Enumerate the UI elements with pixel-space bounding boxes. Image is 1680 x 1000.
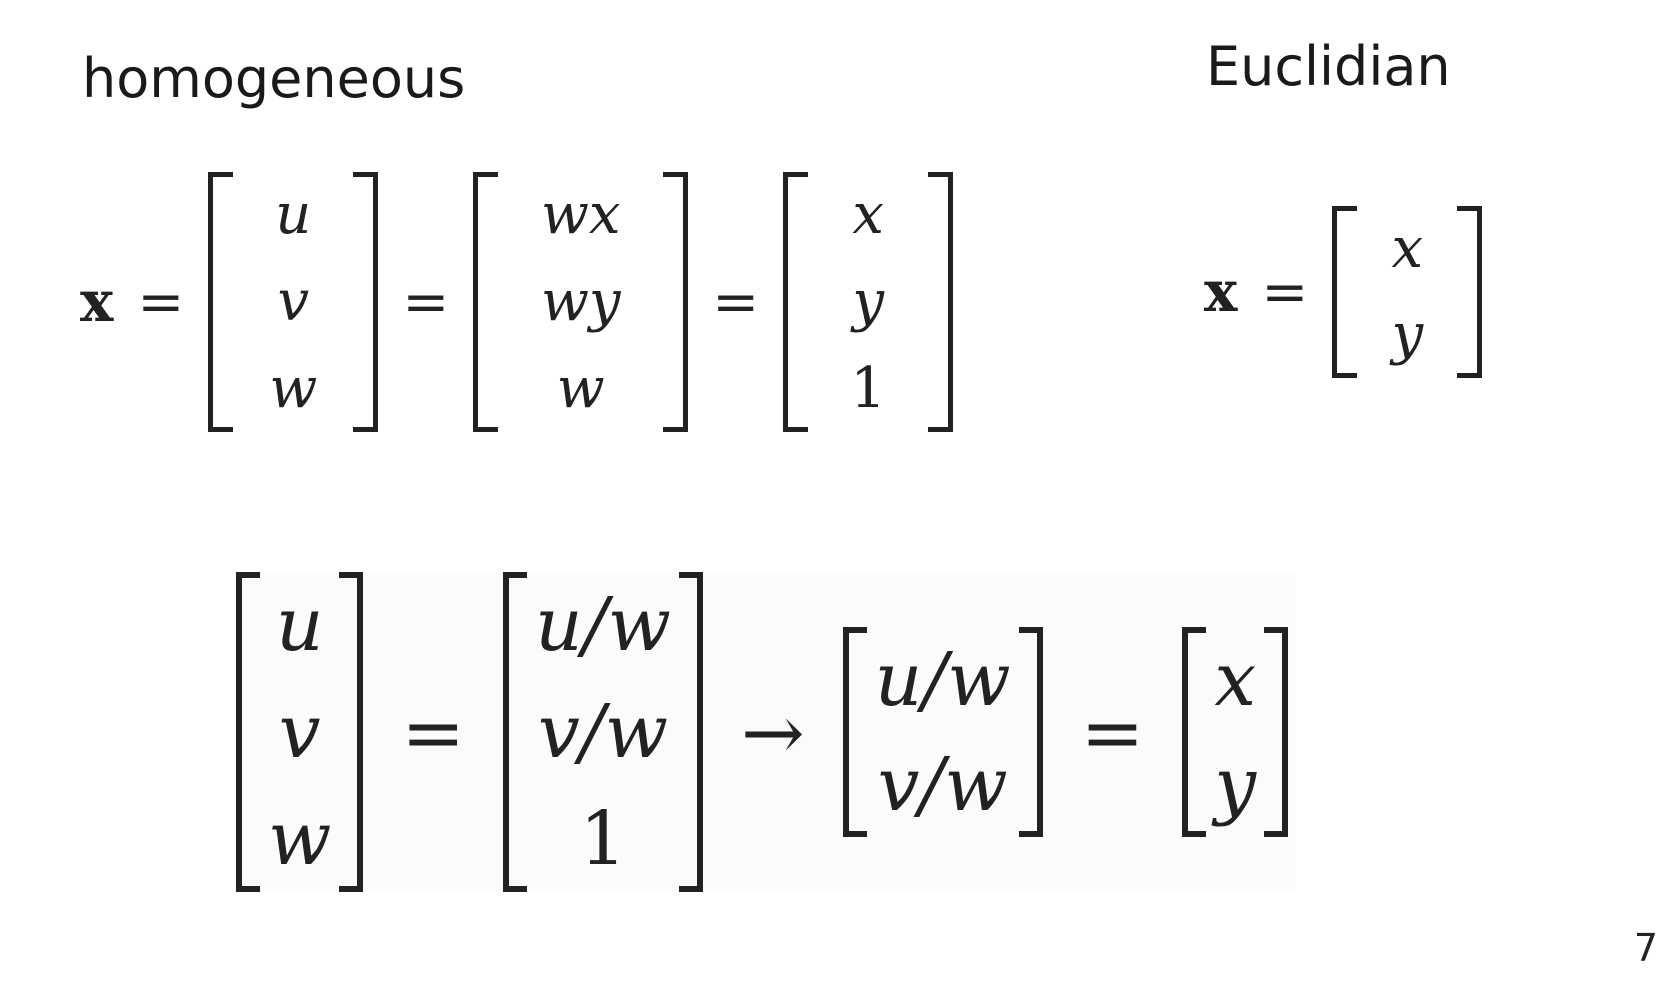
vector-entry: x (1391, 216, 1424, 281)
vector-symbol-x: x (1204, 259, 1238, 325)
euclidian-equation: x = x y (1204, 206, 1483, 378)
vector-entry: v/w (537, 688, 669, 775)
vector-entry: v (277, 268, 310, 334)
equals-sign: = (712, 269, 760, 335)
equals-sign: = (1261, 259, 1309, 325)
vector-entry: x (1214, 636, 1257, 723)
conversion-vector-dropped: u/w v/w (842, 627, 1043, 837)
vector-symbol-x: x (80, 269, 114, 335)
vector-entry: w (556, 355, 605, 421)
conversion-vector-uvw: u v w (236, 572, 364, 892)
euclidian-vector-xy: x y (1332, 206, 1483, 378)
vector-entry: w (269, 355, 318, 421)
equals-sign: = (137, 269, 185, 335)
equals-sign: = (401, 687, 466, 777)
vector-entry: v/w (877, 741, 1008, 828)
vector-entry: x (852, 182, 884, 248)
equals-sign: = (1080, 687, 1145, 777)
conversion-equation: u v w = u/w v/w 1 → u/w v/w = x y (236, 572, 1297, 892)
homogeneous-vector-scaled: wx wy w (473, 172, 689, 432)
homogeneous-heading: homogeneous (82, 47, 466, 110)
vector-entry: v (278, 688, 321, 775)
equals-sign: = (402, 269, 450, 335)
vector-entry: y (1214, 741, 1257, 828)
vector-entry: w (268, 795, 332, 882)
vector-entry: u (275, 182, 312, 248)
euclidian-heading: Euclidian (1206, 35, 1451, 98)
homogeneous-vector-xy1: x y 1 (783, 172, 954, 432)
page-number: 7 (1633, 926, 1658, 970)
vector-entry: wx (540, 182, 621, 248)
right-arrow-icon: → (740, 687, 805, 777)
conversion-vector-divided: u/w v/w 1 (503, 572, 703, 892)
vector-entry: y (1391, 302, 1424, 367)
vector-entry: wy (540, 268, 621, 334)
vector-entry: 1 (850, 355, 886, 421)
homogeneous-vector-uvw: u v w (208, 172, 379, 432)
vector-entry: 1 (579, 795, 627, 882)
conversion-vector-xy: x y (1182, 627, 1288, 837)
vector-entry: u (275, 582, 324, 669)
vector-entry: y (852, 268, 884, 334)
homogeneous-equation: x = u v w = wx wy w = x y 1 (80, 172, 954, 432)
vector-entry: u/w (874, 636, 1011, 723)
vector-entry: u/w (535, 582, 671, 669)
